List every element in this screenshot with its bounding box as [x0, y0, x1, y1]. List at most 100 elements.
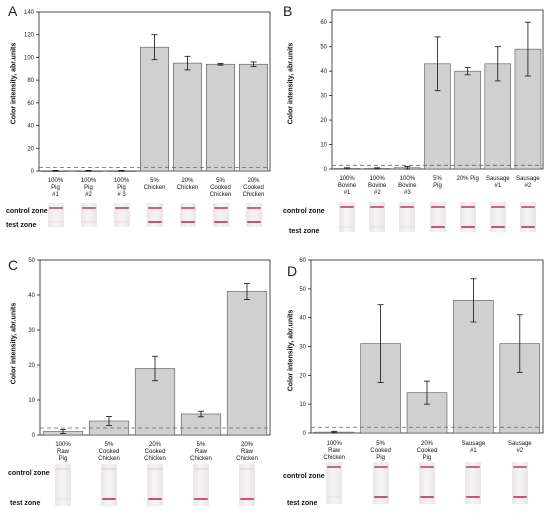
control-band: [56, 468, 70, 470]
test-strip: [511, 462, 528, 504]
test-band: [373, 496, 388, 498]
category-label: 100% Raw Pig: [55, 442, 71, 462]
category-label: 5% Cooked Pig: [370, 441, 391, 461]
category-label: 20% Cooked Pig: [416, 441, 438, 461]
plot-d: 0 10 20 30 40 50 60: [299, 258, 544, 437]
test-band: [490, 226, 505, 228]
test-strip: [193, 464, 209, 506]
y-tick-label: 50: [320, 45, 327, 51]
control-band: [246, 207, 261, 209]
category-label: 100% Bovine #3: [398, 176, 417, 196]
control-band: [466, 466, 481, 468]
category-label: Sausage #2: [507, 441, 532, 454]
y-tick-label: 30: [320, 94, 327, 100]
bar: [484, 63, 512, 170]
category-label: 100% Pig #1: [47, 178, 64, 198]
test-band: [180, 221, 195, 223]
category-label: 100% Bovine #2: [368, 176, 387, 196]
test-strip: [101, 464, 117, 506]
y-tick-label: 50: [299, 287, 306, 293]
panel-a: A Color intensity, abr.units control zon…: [0, 0, 275, 260]
test-strip: [80, 203, 97, 227]
y-tick-label: 40: [27, 124, 34, 130]
test-strip: [419, 462, 435, 504]
test-band: [147, 221, 162, 223]
y-tick-label: 10: [299, 402, 306, 408]
control-band: [213, 207, 228, 209]
category-label: 5% Cooked Chicken: [98, 442, 120, 462]
control-band: [327, 466, 342, 468]
test-zone-label-b: test zone: [289, 228, 320, 235]
y-tick-label: 100: [24, 55, 35, 61]
test-band: [114, 221, 129, 223]
y-tick-label: 60: [299, 258, 306, 264]
y-tick-label: 30: [299, 345, 306, 351]
test-band: [460, 226, 475, 228]
y-tick-label: 140: [24, 10, 35, 16]
bar: [453, 300, 494, 434]
control-band: [420, 466, 434, 468]
y-tick-label: 20: [27, 146, 34, 152]
test-band: [246, 221, 261, 223]
control-band: [460, 206, 475, 208]
category-label: 5% Chicken: [143, 178, 166, 191]
test-strip: [239, 464, 255, 506]
y-tick-label: 0: [303, 431, 307, 437]
control-band: [340, 206, 355, 208]
panel-b: B Color intensity, abr.units control zon…: [275, 0, 550, 260]
test-band: [81, 221, 96, 223]
test-strip: [146, 203, 163, 227]
control-band: [240, 468, 254, 470]
test-strip: [489, 202, 506, 232]
category-label: 5% Cooked Chicken: [209, 178, 232, 198]
test-strip: [326, 462, 343, 504]
y-tick-label: 40: [320, 69, 327, 75]
test-band: [213, 221, 228, 223]
category-label: Sausage #1: [485, 176, 510, 189]
test-strip: [519, 202, 536, 232]
test-strip: [245, 203, 262, 227]
control-zone-label-b: control zone: [283, 208, 325, 215]
y-tick-label: 30: [28, 328, 35, 334]
y-tick-label: 0: [31, 169, 35, 175]
test-strip: [369, 202, 386, 232]
bar: [140, 46, 169, 172]
test-strip: [47, 203, 64, 227]
control-band: [373, 466, 388, 468]
panel-letter-c: C: [8, 257, 19, 273]
y-tick-label: 120: [24, 33, 35, 39]
control-band: [430, 206, 445, 208]
control-band: [81, 207, 96, 209]
y-tick-label: 0: [324, 167, 328, 173]
category-label: Sausage #2: [516, 176, 540, 189]
y-tick-label: 10: [320, 143, 327, 149]
y-tick-label: 0: [32, 433, 36, 439]
y-tick-label: 40: [299, 316, 306, 322]
y-tick-label: 80: [27, 78, 34, 84]
control-zone-label-a: control zone: [6, 208, 48, 215]
y-tick-label: 20: [28, 363, 35, 369]
bar: [173, 62, 202, 172]
test-strip: [429, 202, 446, 232]
category-label: 5% Raw Chicken: [190, 442, 212, 462]
y-tick-label: 50: [28, 258, 35, 264]
category-label: 20% Chicken: [176, 178, 199, 191]
bar: [206, 63, 235, 172]
bar: [239, 63, 268, 172]
category-label: 20% Cooked Chicken: [144, 442, 166, 462]
plot-c: 0 10 20 30 40 50: [28, 258, 271, 439]
test-strip: [179, 203, 196, 227]
test-band: [194, 498, 208, 500]
category-label: 20% Pig: [456, 176, 479, 182]
category-label: 5% Pig: [433, 176, 442, 189]
y-tick-label: 60: [27, 101, 34, 107]
control-band: [180, 207, 195, 209]
plot-b: 0 10 20 30 40 50 60: [320, 9, 544, 173]
y-tick-label: 40: [28, 293, 35, 299]
control-zone-label-d: control zone: [283, 473, 325, 480]
control-zone-label-c: control zone: [8, 470, 50, 477]
test-band: [240, 498, 254, 500]
panel-letter-d: D: [287, 263, 298, 279]
category-label: 20% Raw Chicken: [236, 442, 258, 462]
category-label: 100% Raw Chicken: [323, 441, 346, 461]
